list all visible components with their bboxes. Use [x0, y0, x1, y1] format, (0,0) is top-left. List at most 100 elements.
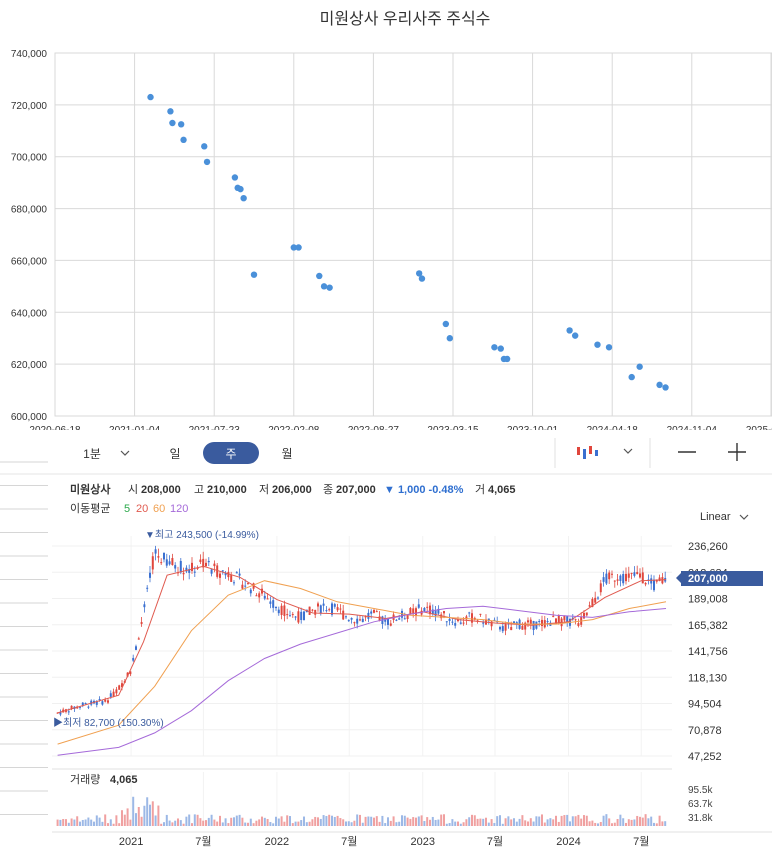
volume-bar: [76, 816, 79, 826]
volume-bar: [84, 819, 87, 826]
candle-body: [616, 579, 619, 581]
volume-bar: [426, 817, 429, 826]
volume-bar: [395, 822, 398, 826]
tab-day[interactable]: 일: [169, 447, 180, 461]
candle-body: [406, 614, 409, 620]
volume-bar: [650, 816, 653, 826]
candle-body: [521, 626, 524, 630]
y-tick-label: 620,000: [11, 360, 48, 371]
volume-bar: [473, 815, 476, 826]
volume-bar: [252, 823, 255, 826]
candle-body: [459, 622, 462, 624]
chevron-down-icon[interactable]: [623, 448, 633, 454]
scatter-point: [628, 373, 635, 381]
candle-body: [350, 617, 353, 620]
volume-bar: [370, 816, 373, 826]
zoom-in-icon[interactable]: [728, 443, 746, 461]
volume-bar: [560, 815, 563, 826]
chevron-down-icon[interactable]: [120, 450, 130, 456]
volume-bar: [610, 823, 613, 826]
scatter-point: [231, 174, 239, 181]
x-tick-label: 2022-02-08: [268, 425, 320, 430]
candle-body: [638, 573, 641, 578]
candle-body: [462, 622, 465, 624]
scatter-point: [169, 119, 176, 127]
volume-bar: [336, 815, 339, 826]
scatter-point: [201, 143, 208, 150]
candle-body: [526, 620, 529, 623]
candle-body: [59, 712, 62, 715]
x-tick-label: 2021: [119, 836, 143, 848]
chevron-down-icon[interactable]: [739, 514, 749, 520]
change-value: ▼ 1,000 -0.48%: [384, 484, 464, 496]
candle-body: [70, 705, 73, 709]
candle-body: [202, 558, 205, 568]
volume-bar: [605, 814, 608, 826]
x-tick-label: 2020-06-18: [29, 425, 81, 430]
volume-bars: [56, 796, 667, 826]
volume-bar: [577, 814, 580, 826]
ma-120: 120: [170, 503, 188, 515]
x-tick-label: 2021-07-23: [189, 425, 241, 430]
volume-bar: [101, 821, 104, 826]
candle-body: [227, 571, 230, 578]
candle-body: [333, 604, 336, 607]
candle-body: [134, 646, 137, 650]
tab-week-bg[interactable]: [203, 442, 259, 464]
volume-bar: [81, 819, 84, 826]
volume-bar: [344, 821, 347, 826]
volume-bar: [328, 814, 331, 826]
y-tick-label: 640,000: [11, 308, 48, 319]
candle-body: [190, 562, 193, 571]
tab-1min[interactable]: 1분: [83, 447, 101, 461]
candle-body: [224, 572, 227, 576]
candle-body: [230, 575, 233, 582]
candle-body: [255, 595, 258, 597]
volume-bar: [230, 817, 233, 826]
scale-select[interactable]: Linear: [700, 511, 731, 523]
candle-body: [274, 606, 277, 609]
volume-bar: [356, 814, 359, 826]
volume-value: 4,065: [488, 484, 516, 496]
tab-month[interactable]: 월: [281, 447, 292, 461]
volume-bar: [515, 821, 518, 826]
candle-body: [196, 567, 199, 569]
volume-bar: [143, 805, 146, 826]
volume-bar: [504, 818, 507, 826]
volume-bar: [448, 823, 451, 826]
volume-bar: [288, 816, 291, 826]
high-value: 210,000: [207, 484, 247, 496]
candle-body: [557, 615, 560, 623]
volume-bar: [400, 815, 403, 826]
scatter-point: [167, 108, 174, 115]
candles: [56, 545, 667, 717]
candle-body: [160, 562, 163, 564]
price-tick-label: 189,008: [688, 594, 728, 606]
volume-bar: [277, 818, 280, 826]
candle-body: [342, 610, 345, 620]
candle-body: [364, 616, 367, 618]
candle-body: [504, 624, 507, 631]
bottom-x-axis: 2021 7월 2022 7월 2023 7월 2024 7월: [119, 835, 650, 848]
low-value: 206,000: [272, 484, 312, 496]
volume-bar: [389, 820, 392, 826]
y-tick-label: 680,000: [11, 205, 48, 216]
candle-body: [266, 598, 269, 600]
candle-body: [412, 608, 415, 613]
candle-body: [188, 569, 191, 573]
candle-body: [344, 616, 347, 618]
close-value: 207,000: [336, 484, 376, 496]
volume-bar: [414, 817, 417, 826]
tab-week[interactable]: 주: [225, 447, 236, 461]
candle-type-icon[interactable]: [577, 446, 598, 459]
volume-bar: [112, 823, 115, 826]
volume-bar: [364, 816, 367, 826]
candle-body: [84, 702, 87, 704]
volume-bar: [316, 817, 319, 826]
volume-bar: [221, 822, 224, 826]
volume-bar: [641, 817, 644, 826]
x-tick-label: 7월: [195, 835, 211, 848]
candle-body: [98, 699, 101, 701]
volume-bar: [162, 822, 165, 826]
volume-bar: [552, 819, 555, 826]
